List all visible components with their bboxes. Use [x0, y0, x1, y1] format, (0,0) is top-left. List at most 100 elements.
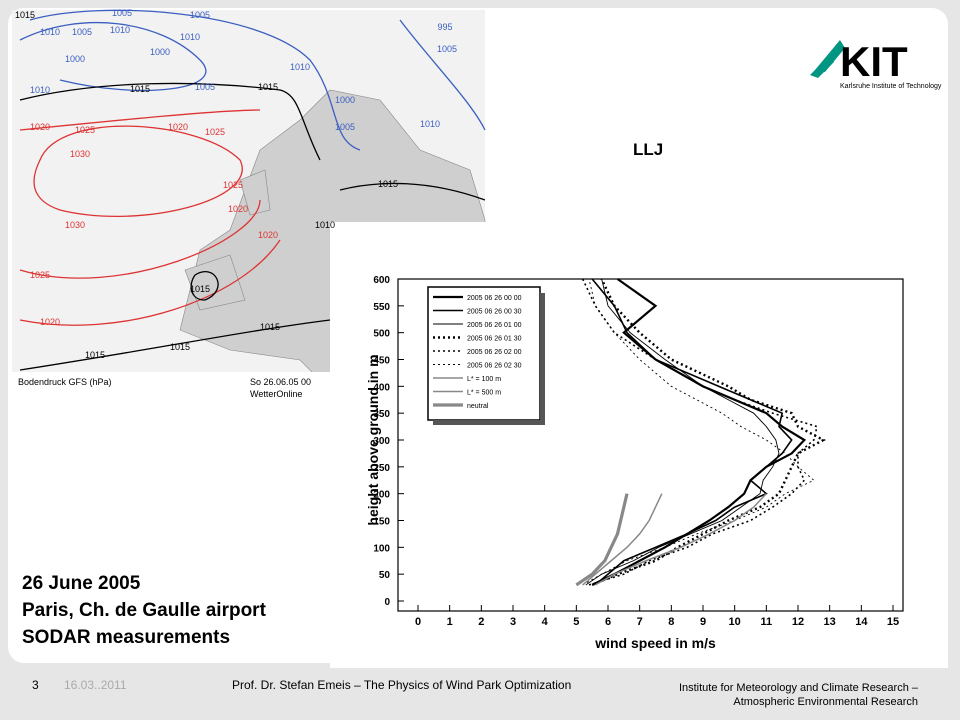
legend-label: 2005 06 26 00 30	[467, 309, 522, 316]
y-axis-label: height above ground in m	[365, 354, 381, 525]
isobar-label: 1010	[290, 62, 310, 72]
map-caption-bg	[12, 372, 332, 400]
series-line	[575, 493, 629, 587]
isobar-label: 1015	[15, 10, 35, 20]
isobar-label: 1010	[30, 85, 50, 95]
isobar-label: 1010	[180, 32, 200, 42]
text-line: 26 June 2005	[22, 573, 141, 594]
x-tick-label: 14	[855, 616, 868, 628]
logo-mark	[810, 55, 834, 78]
isobar-label: 1010	[420, 119, 440, 129]
legend-label: L* = 500 m	[467, 390, 501, 397]
y-tick-label: 400	[373, 382, 390, 393]
isobar-label: 1015	[190, 284, 210, 294]
y-tick-label: 200	[373, 490, 390, 501]
legend-label: 2005 06 26 02 30	[467, 363, 522, 370]
isobar-label: 1015	[258, 82, 278, 92]
isobar-label: 1015	[130, 84, 150, 94]
logo-text: KIT	[840, 38, 908, 85]
x-tick-label: 10	[729, 616, 741, 628]
legend-label: 2005 06 26 00 00	[467, 295, 522, 302]
heading: LLJ	[633, 140, 663, 159]
isobar-label: 1010	[315, 220, 335, 230]
y-tick-label: 250	[373, 463, 390, 474]
y-tick-label: 0	[384, 597, 390, 608]
y-tick-label: 50	[379, 570, 391, 581]
isobar-label: 1020	[40, 317, 60, 327]
y-tick-label: 300	[373, 436, 390, 447]
y-tick-label: 150	[373, 517, 390, 528]
series-line	[582, 278, 815, 586]
legend-label: L* = 100 m	[467, 376, 501, 383]
footer-institute: Atmospheric Environmental Research	[733, 696, 918, 708]
x-tick-label: 6	[605, 616, 611, 628]
series-line	[594, 493, 767, 586]
series-line	[591, 278, 793, 586]
legend-label: 2005 06 26 02 00	[467, 349, 522, 356]
y-tick-label: 450	[373, 356, 390, 367]
x-tick-label: 13	[824, 616, 836, 628]
text-line: SODAR measurements	[22, 627, 230, 648]
isobar-label: 1025	[205, 127, 225, 137]
isobar-label: 1005	[190, 10, 210, 20]
isobar-label: 1020	[228, 204, 248, 214]
isobar-label: 1025	[30, 270, 50, 280]
isobar-label: 1020	[258, 230, 278, 240]
y-tick-label: 100	[373, 543, 390, 554]
isobar-label: 1025	[223, 180, 243, 190]
x-tick-label: 9	[700, 616, 706, 628]
isobar-label: 995	[437, 22, 452, 32]
legend-label: 2005 06 26 01 00	[467, 322, 522, 329]
isobar-label: 1020	[30, 122, 50, 132]
isobar-label: 1000	[335, 95, 355, 105]
map-caption: WetterOnline	[250, 389, 302, 399]
x-tick-label: 0	[415, 616, 421, 628]
isobar-label: 1005	[335, 122, 355, 132]
y-tick-label: 600	[373, 275, 390, 286]
y-tick-label: 500	[373, 329, 390, 340]
isobars	[19, 9, 486, 371]
y-tick-label: 350	[373, 409, 390, 420]
series-line	[581, 278, 818, 586]
x-tick-label: 4	[542, 616, 549, 628]
x-axis-label: wind speed in m/s	[594, 635, 716, 651]
chart-panel	[330, 222, 948, 668]
legend-label: 2005 06 26 01 30	[467, 336, 522, 343]
map-caption: So 26.06.05 00	[250, 377, 311, 387]
series-line	[591, 278, 826, 587]
isobar-label: 1015	[260, 322, 280, 332]
isobar-label: 1015	[85, 350, 105, 360]
x-tick-label: 15	[887, 616, 899, 628]
isobar-label: 1030	[70, 149, 90, 159]
x-tick-label: 5	[573, 616, 579, 628]
legend-label: neutral	[467, 403, 489, 410]
isobar-label: 1005	[195, 82, 215, 92]
isobar-label: 1025	[75, 125, 95, 135]
x-tick-label: 11	[761, 616, 773, 628]
footer-date: 16.03..2011	[64, 678, 127, 692]
isobar-label: 1015	[378, 179, 398, 189]
x-tick-label: 12	[792, 616, 804, 628]
x-tick-label: 8	[668, 616, 674, 628]
isobar-label: 1005	[437, 44, 457, 54]
footer-author: Prof. Dr. Stefan Emeis – The Physics of …	[232, 678, 571, 692]
footer-institute: Institute for Meteorology and Climate Re…	[679, 682, 919, 694]
isobar-label: 1005	[112, 8, 132, 18]
x-tick-label: 2	[478, 616, 484, 628]
y-tick-label: 550	[373, 302, 390, 313]
isobar-label: 1015	[170, 342, 190, 352]
land	[239, 169, 271, 216]
legend-box	[427, 286, 541, 421]
plot-frame	[397, 278, 904, 612]
isobar-label: 1000	[65, 54, 85, 64]
isobar-label: 1030	[65, 220, 85, 230]
map-caption: Bodendruck GFS (hPa)	[18, 377, 112, 387]
series-line	[585, 278, 780, 586]
logo-subtitle: Karlsruhe Institute of Technology	[840, 83, 942, 90]
isobar-label: 1010	[40, 27, 60, 37]
x-tick-label: 3	[510, 616, 516, 628]
isobar-label: 1010	[110, 25, 130, 35]
isobar-label: 1020	[168, 122, 188, 132]
